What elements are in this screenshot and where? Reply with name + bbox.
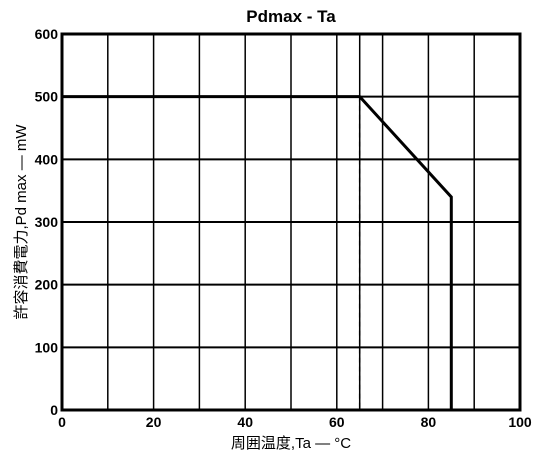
x-tick-label: 20 <box>146 414 162 430</box>
x-axis-label: 周囲温度,Ta — °C <box>231 435 351 452</box>
y-tick-label: 100 <box>35 339 59 355</box>
y-tick-label: 500 <box>35 89 59 105</box>
y-tick-label: 300 <box>35 214 59 230</box>
x-tick-label: 40 <box>237 414 253 430</box>
plot-frame <box>60 32 522 412</box>
x-tick-label: 60 <box>329 414 345 430</box>
series-line <box>62 95 453 410</box>
y-tick-label: 400 <box>35 151 59 167</box>
chart-title: Pdmax - Ta <box>246 7 336 26</box>
y-axis-label: 許容消費電力,Pd max — mW <box>13 124 30 320</box>
x-tick-label: 100 <box>508 414 532 430</box>
y-tick-label: 0 <box>50 402 58 418</box>
y-tick-label: 600 <box>35 26 59 42</box>
x-tick-labels: 0 20 40 60 80 100 <box>58 414 532 430</box>
series-group <box>62 95 453 410</box>
y-tick-label: 200 <box>35 277 59 293</box>
x-tick-label: 0 <box>58 414 66 430</box>
y-tick-labels: 0 100 200 300 400 500 600 <box>35 26 59 418</box>
x-tick-label: 80 <box>421 414 437 430</box>
